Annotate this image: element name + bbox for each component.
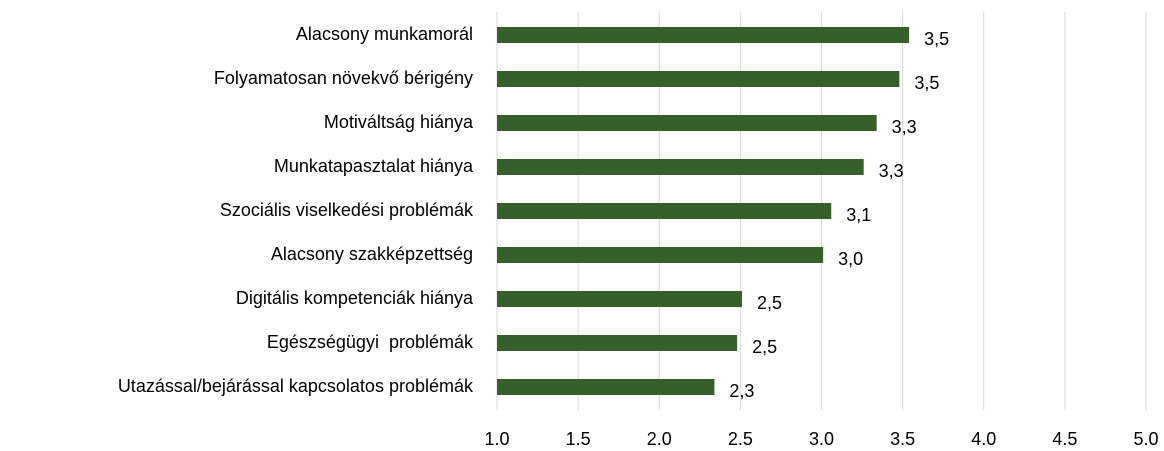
y-tick-label: Digitális kompetenciák hiánya <box>236 288 474 308</box>
data-label: 3,1 <box>846 205 871 225</box>
y-tick-label: Motiváltság hiánya <box>324 112 474 132</box>
x-tick-label: 2.5 <box>728 429 753 449</box>
x-tick-label: 2.0 <box>647 429 672 449</box>
x-tick-label: 4.5 <box>1052 429 1077 449</box>
bar <box>497 203 832 219</box>
y-tick-label: Szociális viselkedési problémák <box>220 200 474 220</box>
bar <box>497 159 864 175</box>
bar <box>497 71 900 87</box>
bar <box>497 379 715 395</box>
x-tick-label: 1.5 <box>566 429 591 449</box>
bar <box>497 27 910 43</box>
data-label: 2,5 <box>757 293 782 313</box>
x-tick-label: 3.0 <box>809 429 834 449</box>
bar <box>497 247 824 263</box>
x-tick-label: 4.0 <box>971 429 996 449</box>
x-tick-label: 5.0 <box>1133 429 1158 449</box>
bar <box>497 115 877 131</box>
y-tick-label: Folyamatosan növekvő bérigény <box>214 68 473 88</box>
y-tick-label: Alacsony szakképzettség <box>271 244 473 264</box>
y-tick-label: Egészségügyi problémák <box>267 332 474 352</box>
x-tick-label: 1.0 <box>484 429 509 449</box>
bar <box>497 335 738 351</box>
data-label: 3,3 <box>879 161 904 181</box>
data-label: 2,3 <box>729 381 754 401</box>
data-label: 3,5 <box>914 73 939 93</box>
y-tick-label: Alacsony munkamorál <box>296 24 473 44</box>
y-tick-label: Munkatapasztalat hiánya <box>274 156 474 176</box>
x-tick-label: 3.5 <box>890 429 915 449</box>
bar <box>497 291 742 307</box>
data-label: 3,5 <box>924 29 949 49</box>
data-label: 2,5 <box>752 337 777 357</box>
data-label: 3,3 <box>892 117 917 137</box>
data-label: 3,0 <box>838 249 863 269</box>
y-tick-label: Utazással/bejárással kapcsolatos problém… <box>118 376 474 396</box>
